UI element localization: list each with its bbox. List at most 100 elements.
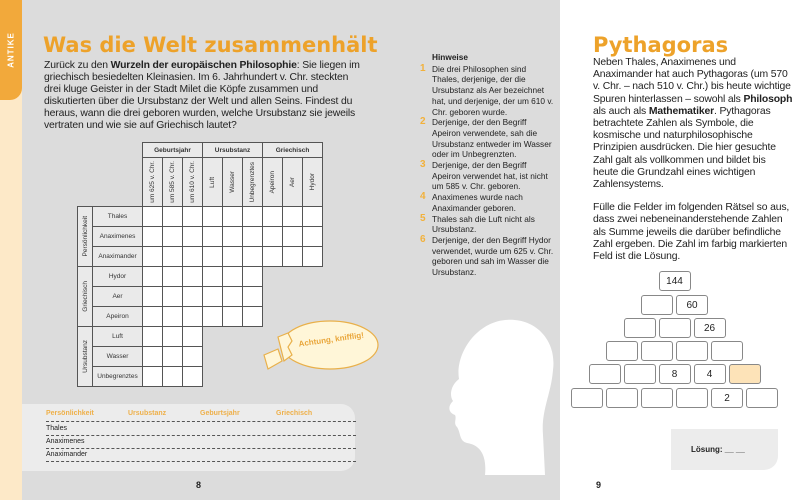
grid-cell[interactable] <box>142 226 163 247</box>
grid-cell[interactable] <box>142 266 163 287</box>
pyramid-cell[interactable] <box>606 388 638 408</box>
grid-cell[interactable] <box>142 346 163 367</box>
row-group-header: Griechisch <box>77 266 93 327</box>
grid-cell[interactable] <box>182 226 203 247</box>
grid-cell[interactable] <box>162 306 183 327</box>
pyramid-cell[interactable] <box>623 364 656 384</box>
grid-cell[interactable] <box>142 306 163 327</box>
grid-cell[interactable] <box>282 226 303 247</box>
grid-cell[interactable] <box>262 206 283 227</box>
pyramid-cell[interactable] <box>641 295 673 315</box>
solution-label: Lösung: __ __ <box>691 445 745 454</box>
grid-cell[interactable] <box>142 366 163 387</box>
pyramid-cell[interactable] <box>746 388 778 408</box>
grid-cell[interactable] <box>162 346 183 367</box>
answer-row[interactable]: Thales <box>46 423 356 436</box>
grid-cell[interactable] <box>222 246 243 267</box>
grid-cell[interactable] <box>162 266 183 287</box>
grid-cell[interactable] <box>162 366 183 387</box>
pyramid-cell[interactable] <box>641 388 673 408</box>
grid-cell[interactable] <box>142 246 163 267</box>
grid-cell[interactable] <box>182 286 203 307</box>
grid-cell[interactable] <box>242 286 263 307</box>
grid-cell[interactable] <box>242 306 263 327</box>
grid-cell[interactable] <box>142 326 163 347</box>
col-header-label: Apeiron <box>269 170 276 194</box>
answer-header: Persönlichkeit <box>46 410 94 417</box>
pyramid-cell[interactable] <box>571 388 603 408</box>
solution-box[interactable]: Lösung: __ __ <box>671 429 778 470</box>
grid-cell[interactable] <box>202 206 223 227</box>
row-group-header: Persönlichkeit <box>77 206 93 267</box>
hint-text: Thales sah die Luft nicht als Ursubstanz… <box>432 213 535 235</box>
hint-item: 2 Derjenige, der den Begriff Apeiron verw… <box>420 117 554 160</box>
hints-title: Hinweise <box>432 52 468 62</box>
col-header: Aer <box>282 157 303 207</box>
answer-row[interactable]: Anaximenes <box>46 436 356 449</box>
hint-text: Derjenige, der den Begriff Apeiron verwe… <box>432 117 552 160</box>
col-header: Hydor <box>302 157 323 207</box>
grid-cell[interactable] <box>182 246 203 267</box>
pyramid-cell[interactable] <box>606 341 638 361</box>
grid-cell[interactable] <box>142 206 163 227</box>
grid-cell[interactable] <box>202 246 223 267</box>
grid-cell[interactable] <box>182 346 203 367</box>
col-header-label: Luft <box>209 176 216 188</box>
grid-cell[interactable] <box>242 266 263 287</box>
answer-row[interactable]: Anaximander <box>46 449 356 462</box>
pyramid-cell[interactable] <box>676 341 708 361</box>
grid-cell[interactable] <box>222 226 243 247</box>
grid-cell[interactable] <box>222 266 243 287</box>
grid-cell[interactable] <box>182 206 203 227</box>
grid-cell[interactable] <box>282 246 303 267</box>
grid-cell[interactable] <box>262 226 283 247</box>
grid-cell[interactable] <box>202 266 223 287</box>
grid-cell[interactable] <box>162 226 183 247</box>
grid-cell[interactable] <box>162 206 183 227</box>
grid-cell[interactable] <box>242 206 263 227</box>
grid-cell[interactable] <box>222 206 243 227</box>
philosopher-silhouette <box>449 319 554 475</box>
pyramid-cell[interactable] <box>588 364 621 384</box>
right-text-column: Neben Thales, Anaximenes und Anaximander… <box>593 57 793 263</box>
row-group-label: Persönlichkeit <box>81 216 89 257</box>
grid-cell[interactable] <box>242 226 263 247</box>
grid-cell[interactable] <box>302 206 323 227</box>
grid-cell[interactable] <box>162 286 183 307</box>
pyramid-cell[interactable] <box>658 318 691 338</box>
pyramid-cell[interactable]: 60 <box>676 295 708 315</box>
col-group-header: Griechisch <box>262 142 323 158</box>
pyramid-cell[interactable] <box>711 341 743 361</box>
grid-cell[interactable] <box>182 266 203 287</box>
pyramid-cell[interactable] <box>676 388 708 408</box>
grid-cell[interactable] <box>202 306 223 327</box>
pyramid-cell[interactable]: 4 <box>693 364 726 384</box>
col-header-label: um 625 v. Chr. <box>149 161 156 203</box>
grid-cell[interactable] <box>222 306 243 327</box>
grid-cell[interactable] <box>162 246 183 267</box>
pyramid-cell[interactable] <box>641 341 673 361</box>
grid-cell[interactable] <box>242 246 263 267</box>
right-title: Pythagoras <box>593 33 729 57</box>
grid-cell[interactable] <box>162 326 183 347</box>
pyramid-cell[interactable]: 144 <box>658 271 691 291</box>
pyramid-cell[interactable]: 26 <box>693 318 726 338</box>
grid-cell[interactable] <box>182 306 203 327</box>
grid-cell[interactable] <box>142 286 163 307</box>
hint-item: 3 Derjenige, der den Begriff Apeiron verw… <box>420 159 554 192</box>
col-header: Luft <box>202 157 223 207</box>
pyramid-cell[interactable]: 8 <box>658 364 691 384</box>
grid-cell[interactable] <box>182 326 203 347</box>
grid-cell[interactable] <box>302 226 323 247</box>
grid-cell[interactable] <box>182 366 203 387</box>
grid-cell[interactable] <box>262 246 283 267</box>
pyramid-cell[interactable] <box>623 318 656 338</box>
grid-cell[interactable] <box>282 206 303 227</box>
pyramid-solution-cell[interactable] <box>728 364 761 384</box>
pyramid-cell[interactable]: 2 <box>711 388 743 408</box>
grid-cell[interactable] <box>222 286 243 307</box>
grid-cell[interactable] <box>302 246 323 267</box>
grid-cell[interactable] <box>202 286 223 307</box>
col-header: Wasser <box>222 157 243 207</box>
grid-cell[interactable] <box>202 226 223 247</box>
